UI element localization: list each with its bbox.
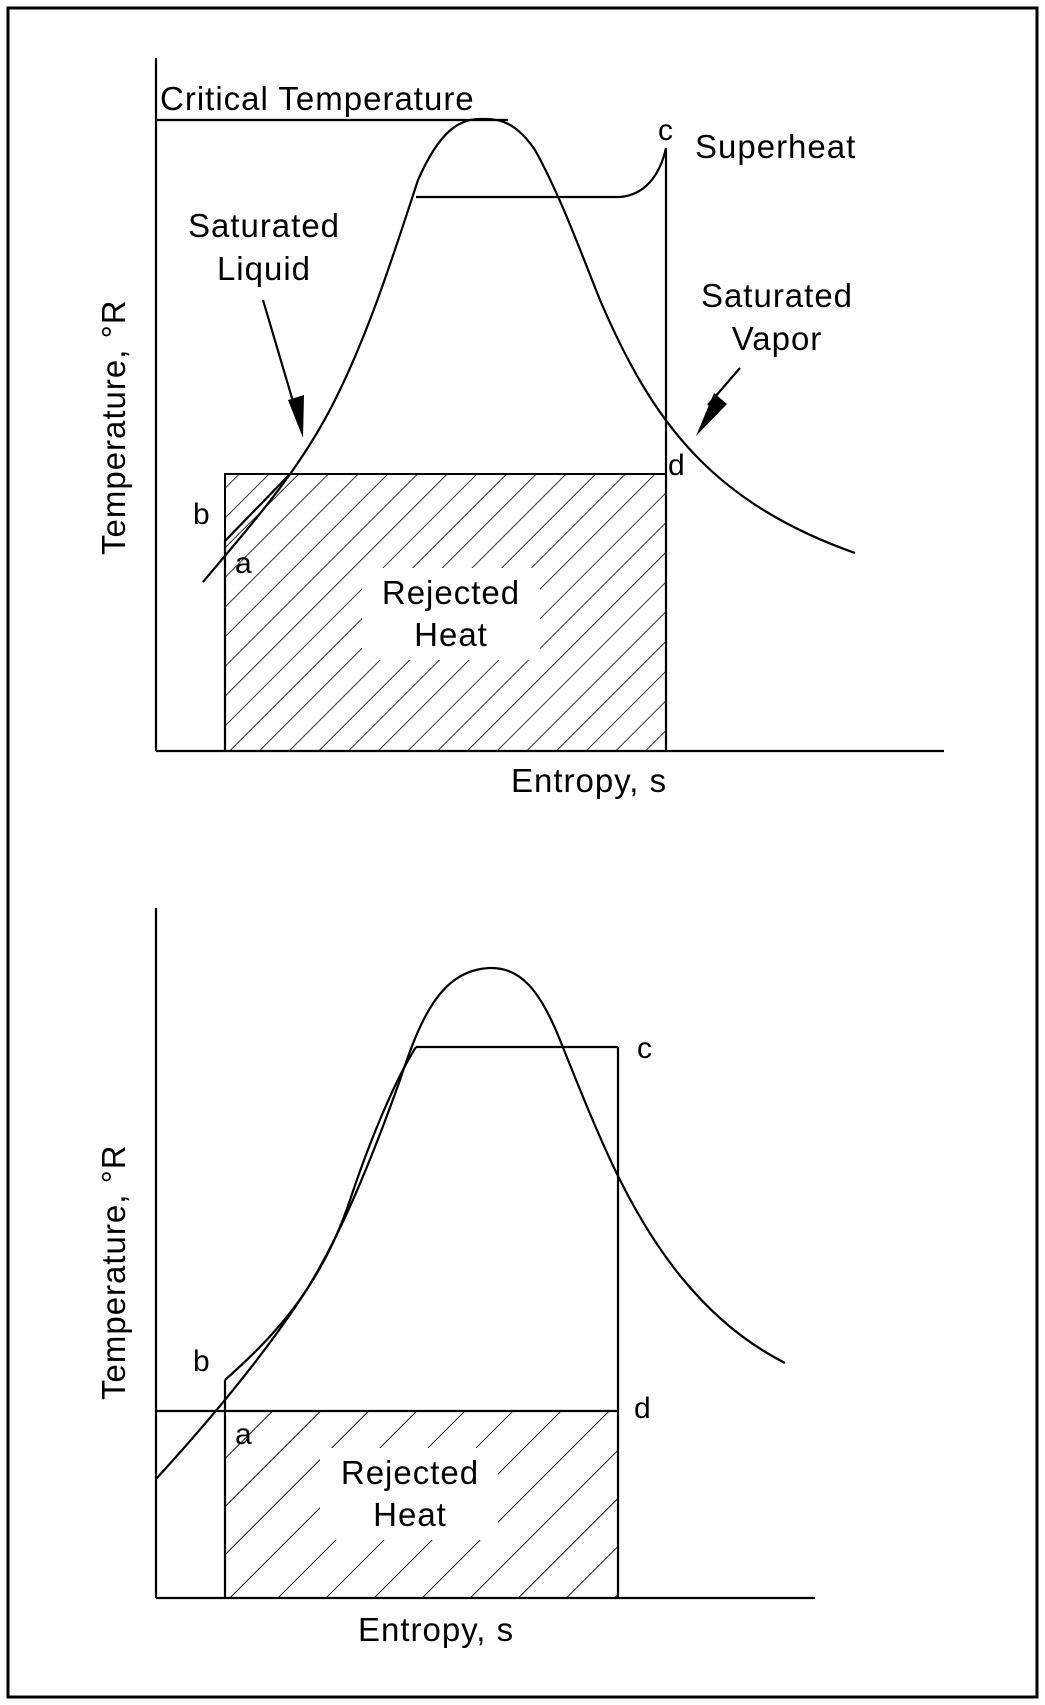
- top-saturated-vapor-label-1: Saturated: [701, 277, 853, 314]
- bottom-saturation-dome: [155, 966, 786, 1480]
- top-point-a: a: [235, 547, 252, 580]
- top-rejected-heat-area: [224, 473, 667, 752]
- top-saturated-liquid-arrow-shaft: [261, 299, 299, 416]
- bottom-rejected-heat-label-2: Heat: [373, 1496, 447, 1533]
- bottom-ts-diagram: Rejected Heat Entropy, s Temperature, °R…: [95, 908, 815, 1648]
- bottom-rejected-heat-label-1: Rejected: [341, 1454, 479, 1491]
- bottom-x-axis-label: Entropy, s: [358, 1611, 514, 1648]
- bottom-point-d: d: [634, 1392, 651, 1425]
- top-saturated-vapor-arrowhead: [696, 393, 727, 436]
- top-ts-diagram: Critical Temperature Superheat Saturated…: [95, 58, 944, 799]
- top-saturated-vapor-label-2: Vapor: [732, 320, 823, 357]
- top-saturation-dome: [202, 117, 856, 583]
- bottom-y-axis-label: Temperature, °R: [95, 1144, 132, 1400]
- figure-border: [6, 6, 1039, 1699]
- top-y-axis-label: Temperature, °R: [95, 299, 132, 555]
- top-point-c: c: [658, 114, 673, 147]
- bottom-compression-curve: [224, 1046, 417, 1381]
- top-rejected-heat-label-bg: [362, 568, 540, 660]
- top-rejected-heat-label-2: Heat: [414, 616, 488, 653]
- top-x-axis-label: Entropy, s: [511, 762, 667, 799]
- top-saturated-liquid-label-1: Saturated: [188, 207, 340, 244]
- bottom-point-b: b: [193, 1345, 210, 1378]
- top-saturated-liquid-arrowhead: [288, 395, 304, 438]
- top-superheat-curve: [619, 147, 668, 199]
- top-point-b: b: [193, 498, 210, 531]
- bottom-rejected-heat-label-bg: [320, 1448, 498, 1540]
- bottom-point-c: c: [637, 1032, 652, 1065]
- bottom-point-a: a: [235, 1418, 252, 1451]
- top-critical-temperature-label: Critical Temperature: [160, 80, 475, 117]
- top-superheat-label: Superheat: [695, 128, 856, 165]
- top-point-d: d: [668, 449, 685, 482]
- top-liquid-line: [223, 473, 291, 751]
- top-saturated-liquid-label-2: Liquid: [217, 250, 311, 287]
- top-rejected-heat-label-1: Rejected: [382, 574, 520, 611]
